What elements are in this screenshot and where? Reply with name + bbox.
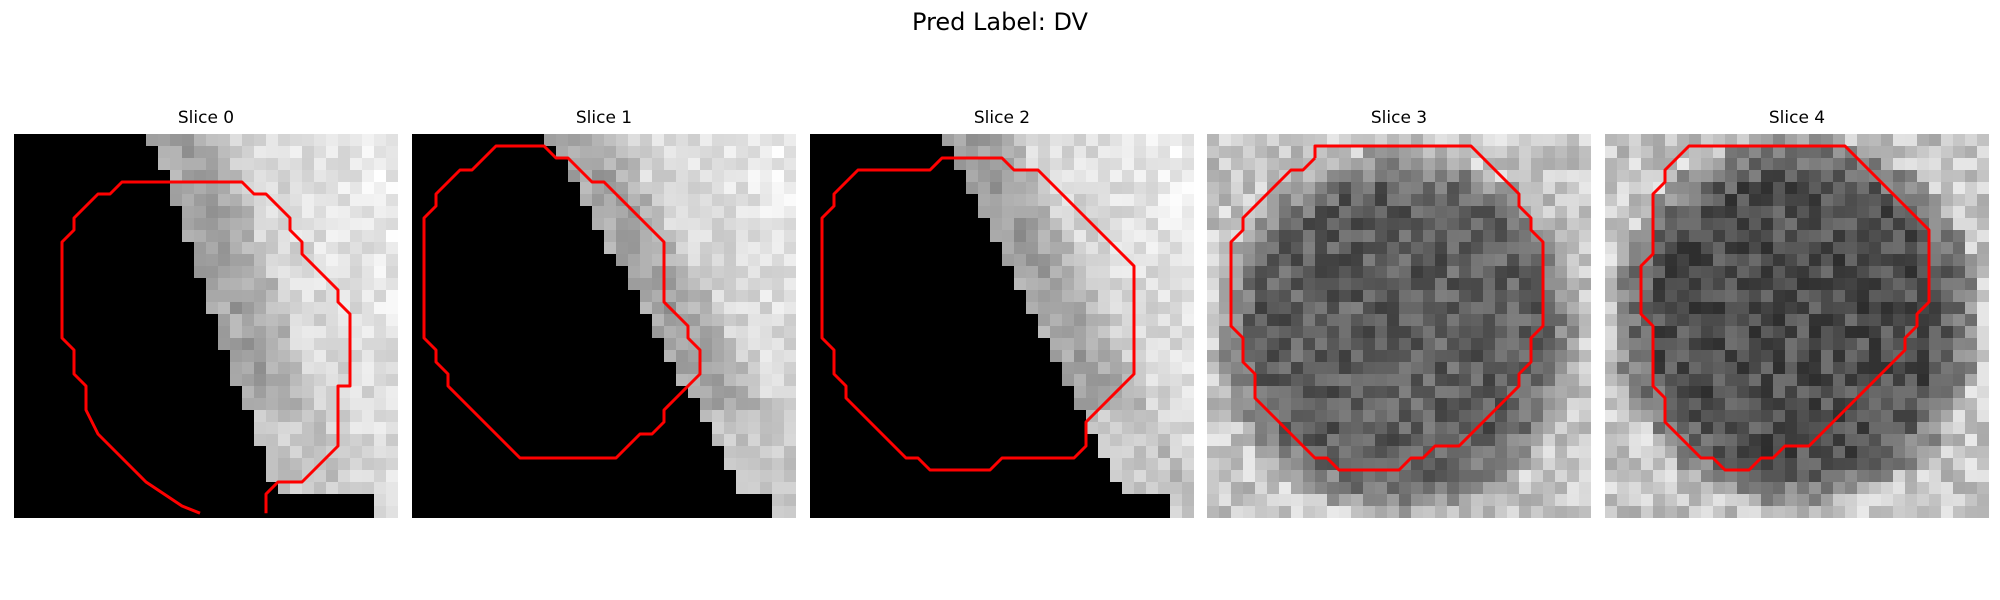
slice-image-4 — [1605, 134, 1989, 518]
figure-title: Pred Label: DV — [912, 8, 1088, 36]
segmentation-contour-3 — [1229, 144, 1545, 472]
segmentation-contour-line — [60, 180, 352, 515]
slice-image-3 — [1207, 134, 1591, 518]
slice-title-2: Slice 2 — [973, 108, 1031, 128]
segmentation-contour-line — [820, 156, 1136, 472]
slice-image-2 — [810, 134, 1194, 518]
slice-image-0 — [14, 134, 398, 518]
segmentation-contour-4 — [1639, 144, 1931, 472]
slice-title-0: Slice 0 — [177, 108, 235, 128]
segmentation-contour-line — [422, 144, 702, 460]
slice-image-1 — [412, 134, 796, 518]
segmentation-contour-1 — [422, 144, 702, 460]
slice-title-4: Slice 4 — [1768, 108, 1826, 128]
slice-title-1: Slice 1 — [575, 108, 633, 128]
slice-title-3: Slice 3 — [1370, 108, 1428, 128]
segmentation-contour-line — [1639, 144, 1931, 472]
segmentation-contour-2 — [820, 156, 1136, 472]
segmentation-contour-line — [1229, 144, 1545, 472]
segmentation-contour-0 — [60, 180, 352, 515]
